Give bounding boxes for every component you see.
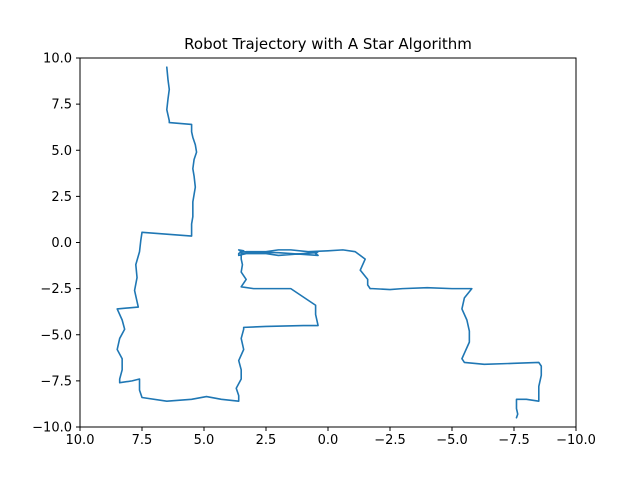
y-tick-label: −2.5 <box>40 282 72 297</box>
y-tick-label: 7.5 <box>51 98 72 113</box>
y-tick-label: −7.5 <box>40 374 72 389</box>
x-tick-label: −2.5 <box>374 433 406 448</box>
y-tick-label: 0.0 <box>51 236 72 251</box>
x-tick-label: −7.5 <box>498 433 530 448</box>
y-tick-label: −5.0 <box>40 328 72 343</box>
x-tick-label: −5.0 <box>436 433 468 448</box>
axes: 10.0 7.5 5.0 2.5 0.0 −2.5 −5.0 −7.5 −10.010.07.5… <box>32 52 596 449</box>
y-tick-label: 5.0 <box>51 144 72 159</box>
y-tick-label: 2.5 <box>51 190 72 205</box>
x-tick-label: 0.0 <box>318 433 339 448</box>
x-tick-label: 10.0 <box>66 433 95 448</box>
x-tick-label: 5.0 <box>194 433 215 448</box>
chart-title: Robot Trajectory with A Star Algorithm <box>184 35 472 53</box>
x-tick-label: 7.5 <box>132 433 153 448</box>
trajectory-line <box>116 66 543 419</box>
plot-area <box>116 66 543 419</box>
y-tick-label: −10.0 <box>32 421 72 436</box>
y-tick-label: 10.0 <box>43 52 72 67</box>
x-tick-label: 2.5 <box>256 433 277 448</box>
x-tick-label: −10.0 <box>556 433 596 448</box>
